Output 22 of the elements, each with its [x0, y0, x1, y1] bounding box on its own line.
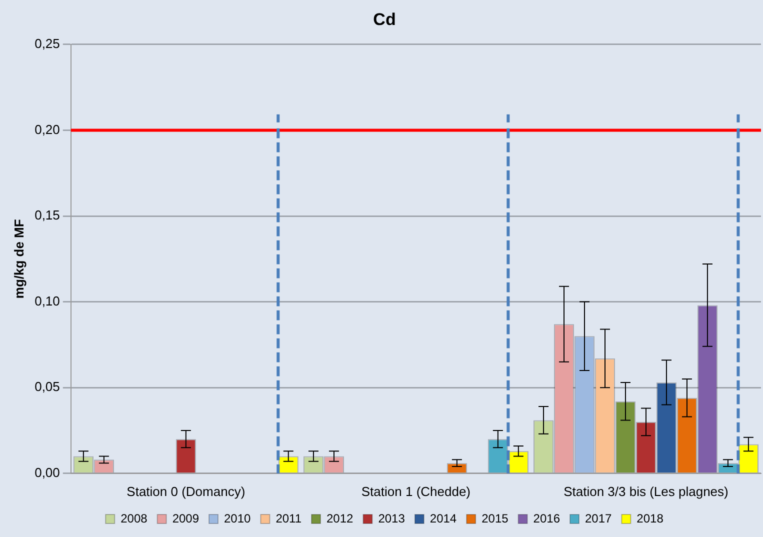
legend-label: 2014	[430, 511, 457, 526]
legend-label: 2016	[533, 511, 560, 526]
chart-title: Cd	[373, 10, 396, 29]
x-tick-label: Station 0 (Domancy)	[126, 484, 246, 499]
y-tick-label: 0,20	[34, 122, 60, 137]
legend-label: 2009	[172, 511, 200, 526]
legend-label: 2012	[326, 511, 354, 526]
legend-label: 2008	[120, 511, 148, 526]
y-tick-label: 0,00	[34, 464, 60, 480]
y-axis-title: mg/kg de MF	[11, 219, 26, 299]
y-tick-label: 0,10	[34, 293, 60, 308]
y-tick-label: 0,15	[34, 208, 60, 223]
legend-label: 2010	[224, 511, 252, 526]
legend-label: 2011	[276, 511, 302, 526]
y-tick-label: 0,25	[34, 36, 60, 51]
x-tick-label: Station 1 (Chedde)	[361, 484, 471, 499]
legend-label: 2018	[636, 511, 664, 526]
legend-label: 2017	[584, 511, 612, 526]
legend-label: 2015	[482, 511, 509, 526]
legend-label: 2013	[378, 511, 406, 526]
y-tick-label: 0,05	[34, 379, 60, 394]
x-tick-label: Station 3/3 bis (Les plagnes)	[564, 484, 728, 499]
